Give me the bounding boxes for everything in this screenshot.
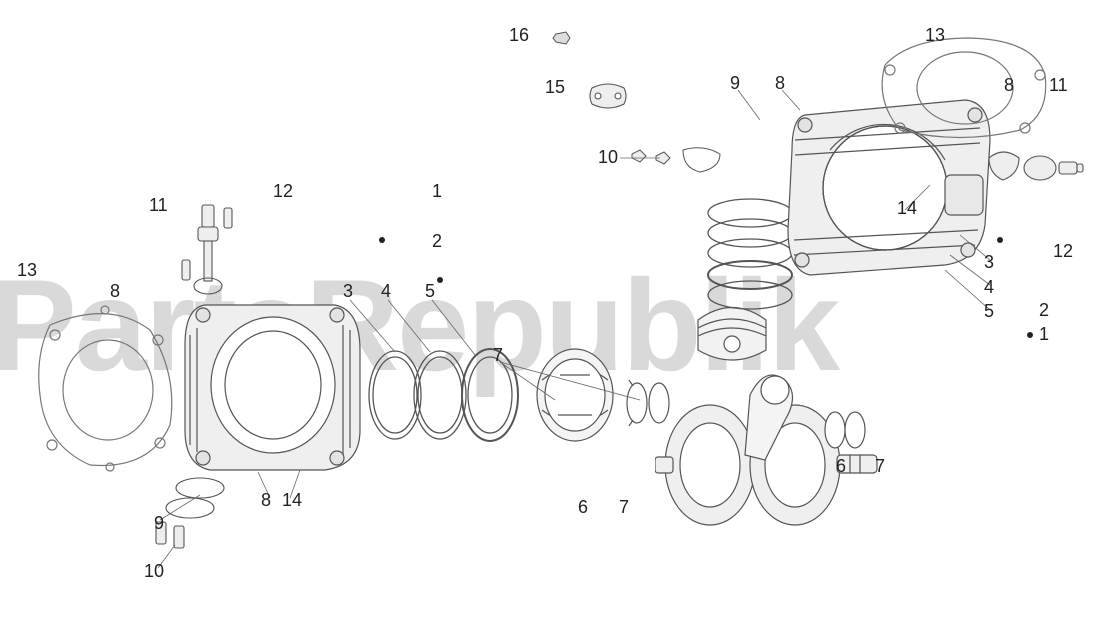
callout-l10b: 10 — [598, 147, 618, 168]
callout-l16: 16 — [509, 25, 529, 46]
callout-l5a: 5 — [425, 281, 435, 302]
callout-l11a: 11 — [149, 195, 168, 216]
callout-l6a: 6 — [578, 497, 588, 518]
callout-l4a: 4 — [381, 281, 391, 302]
callout-l8b: 8 — [261, 490, 271, 511]
callout-l10a: 10 — [144, 561, 164, 582]
callout-l13a: 13 — [17, 260, 37, 281]
diagram-stage: PartsRepublik — [0, 0, 1100, 636]
callout-l7c: 7 — [875, 456, 885, 477]
callout-l1a: 1 — [432, 181, 442, 202]
callout-l7b: 7 — [619, 497, 629, 518]
callout-l8a: 8 — [110, 281, 120, 302]
callout-l2a: 2 — [432, 231, 442, 252]
callout-l14b: 14 — [897, 198, 917, 219]
callout-l12b: 12 — [1053, 241, 1073, 262]
callout-l9a: 9 — [154, 513, 164, 534]
guide-dot-0 — [379, 237, 385, 243]
callout-l8d: 8 — [1004, 75, 1014, 96]
callout-l8c: 8 — [775, 73, 785, 94]
callout-l3b: 3 — [984, 252, 994, 273]
guide-dot-1 — [437, 277, 443, 283]
callout-l6b: 6 — [836, 456, 846, 477]
guide-dot-3 — [1027, 332, 1033, 338]
callout-l11b: 11 — [1049, 75, 1068, 96]
callout-l4b: 4 — [984, 277, 994, 298]
callout-l12a: 12 — [273, 181, 293, 202]
callout-l13b: 13 — [925, 25, 945, 46]
guide-dot-2 — [997, 237, 1003, 243]
callout-l1b: 1 — [1039, 324, 1049, 345]
callout-l9b: 9 — [730, 73, 740, 94]
callout-l2b: 2 — [1039, 300, 1049, 321]
callout-l5b: 5 — [984, 301, 994, 322]
callout-l3a: 3 — [343, 281, 353, 302]
callout-l15: 15 — [545, 77, 565, 98]
callout-l14a: 14 — [282, 490, 302, 511]
callout-l7a: 7 — [493, 345, 503, 366]
